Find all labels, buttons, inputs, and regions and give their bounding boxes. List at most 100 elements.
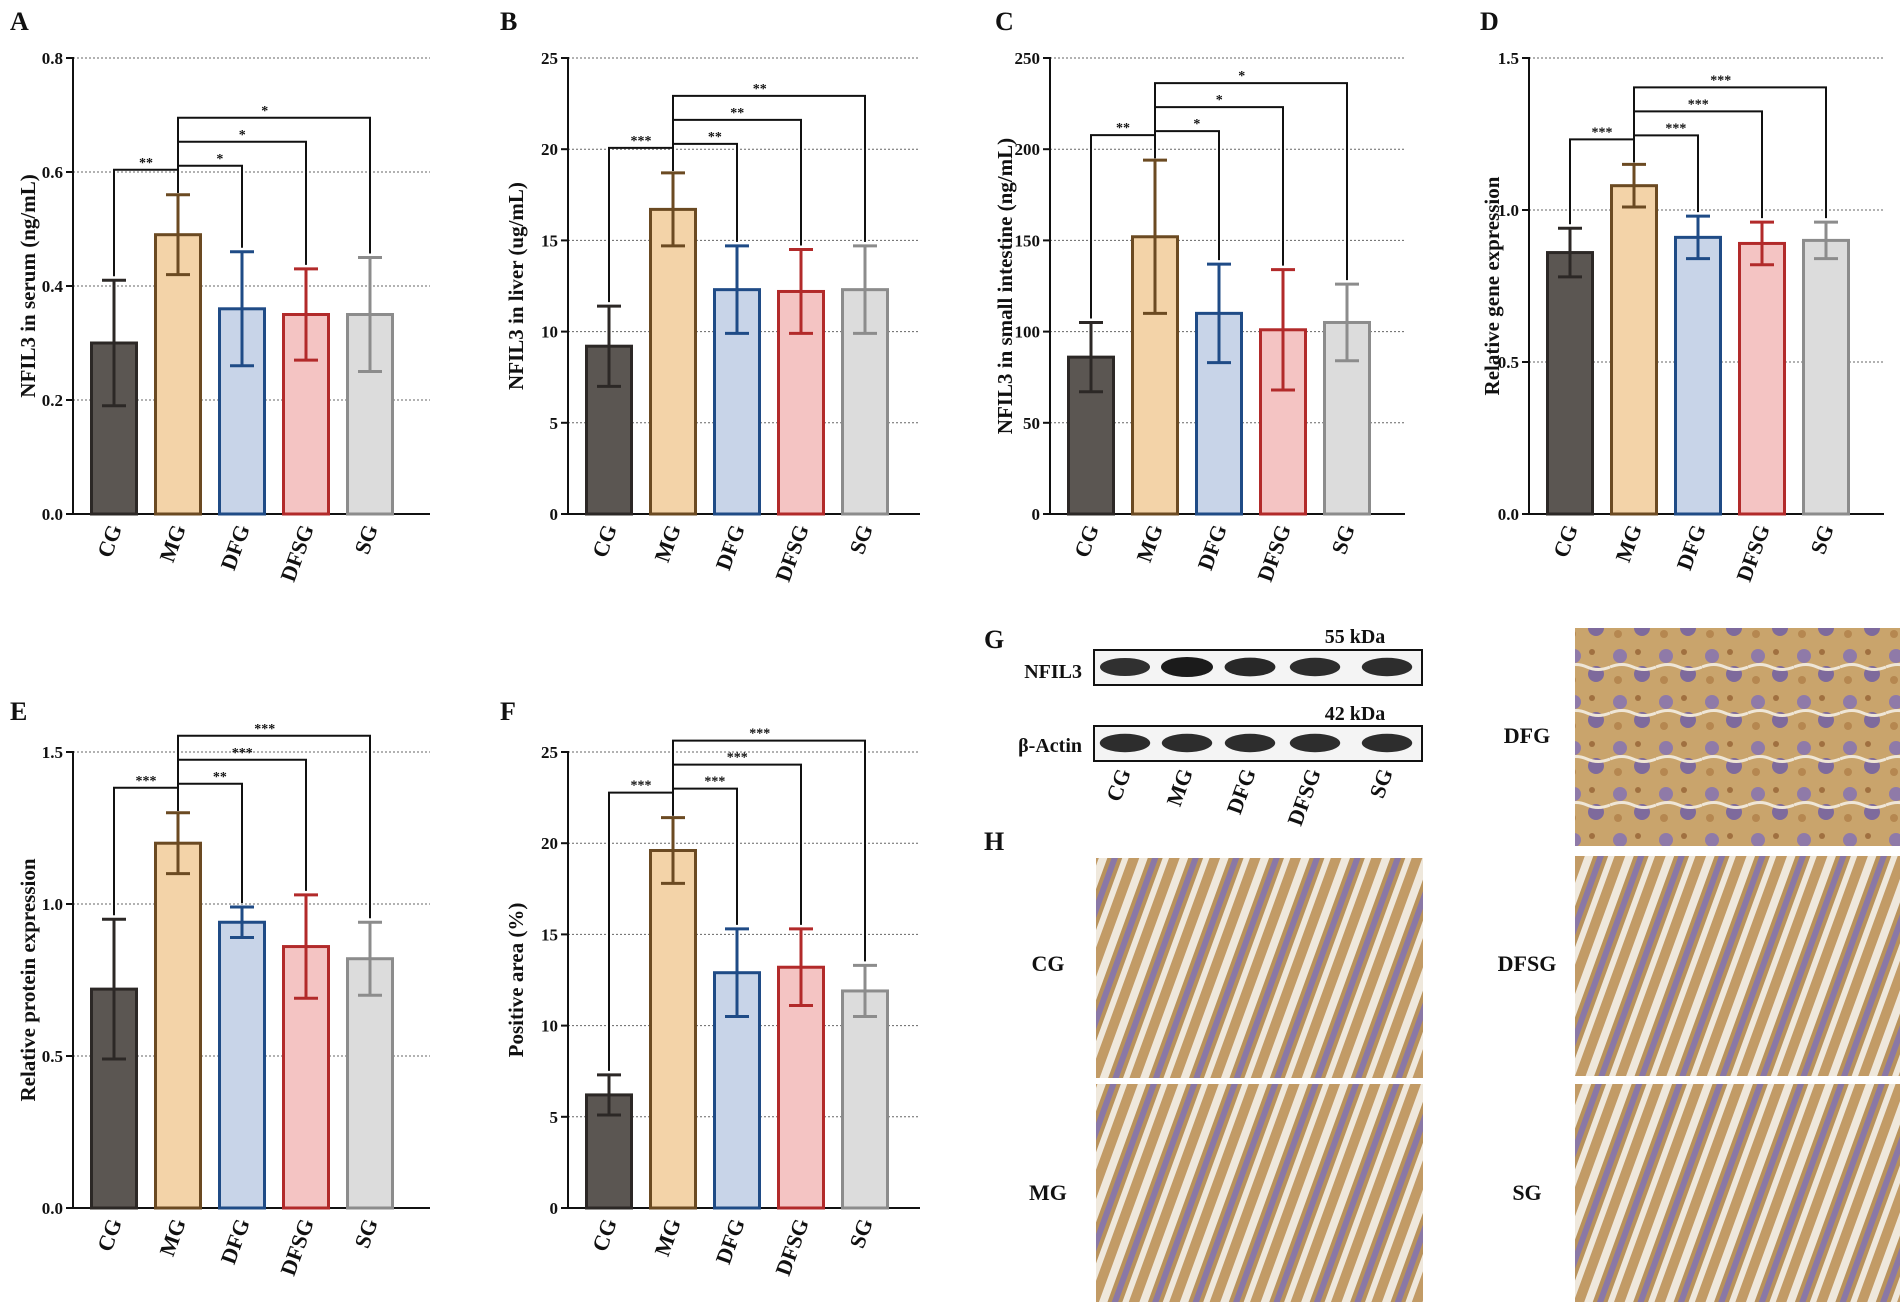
blot-band-dfsg [1289,733,1341,753]
ihc-label-cg: CG [1032,951,1065,976]
significance-label: ** [753,82,767,97]
y-tick-label: 0.0 [42,505,63,524]
significance-label: ** [213,770,227,785]
bar-dfg [218,307,266,516]
x-category-label: DFSG [275,521,319,585]
x-category-label: SG [1326,521,1360,557]
x-category-label: MG [1131,521,1167,565]
chart-f: F 0 5 10 15 20 25 Positive area (%) CG MG DFG DFSG S… [500,697,920,1279]
significance-bracket [1154,82,1348,281]
y-tick-label: 0.4 [42,277,64,296]
significance-label: * [1193,117,1200,132]
x-category-label: DFG [710,1215,749,1267]
y-tick-label: 1.0 [1498,201,1519,220]
chart-c: C 0 50 100 150 200 250 NFIL3 in small intestine… [993,7,1405,585]
y-tick-label: 0.0 [1498,505,1519,524]
significance-label: * [239,128,246,143]
panel-label-g: G [984,625,1004,654]
y-tick-label: 0.0 [42,1199,63,1218]
y-tick-label: 0.2 [42,391,63,410]
y-tick-label: 100 [1015,323,1041,342]
y-tick-label: 150 [1015,231,1041,250]
significance-label: *** [136,774,157,789]
bar-dfg [218,920,266,1210]
significance-label: * [261,104,268,119]
wb-lane-label: DFG [1221,765,1260,817]
y-tick-label: 1.0 [42,895,63,914]
ihc-image-dfg [1575,628,1900,846]
y-tick-label: 25 [541,49,558,68]
nfil3-kda-label: 55 kDa [1325,626,1386,648]
x-category-label: SG [349,521,383,557]
x-category-label: CG [1069,521,1104,561]
x-category-label: DFG [215,521,254,573]
significance-label: ** [730,106,744,121]
blot-band-dfg [1224,657,1276,677]
panel-label-b: B [500,7,517,36]
y-tick-label: 20 [541,834,558,853]
significance-label: *** [1665,121,1686,136]
significance-bracket [672,94,866,242]
x-category-label: MG [649,521,685,565]
significance-label: *** [1688,97,1709,112]
x-category-label: SG [844,1215,878,1251]
panel-label-c: C [995,7,1014,36]
bar-cg [1546,251,1594,516]
y-tick-label: 10 [541,323,558,342]
bar-mg [154,841,202,1210]
y-tick-label: 15 [541,925,558,944]
y-tick-label: 5 [550,414,559,433]
panel-label-d: D [1480,7,1499,36]
x-category-label: CG [587,521,622,561]
bar-mg [1610,184,1658,516]
panel-label-h: H [984,827,1004,856]
chart-d: D 0.0 0.5 1.0 1.5 Relative gene expression CG M… [1480,7,1884,585]
significance-label: *** [631,134,652,149]
ihc-image-cg [1096,858,1423,1078]
y-tick-label: 50 [1023,414,1040,433]
significance-label: ** [708,130,722,145]
x-category-label: CG [587,1215,622,1255]
significance-bracket [177,734,371,919]
actin-band-label: β-Actin [1018,735,1082,757]
wb-lane-label: MG [1161,765,1197,809]
y-tick-label: 200 [1015,140,1041,159]
significance-label: *** [1710,73,1731,88]
bar-sg [1802,238,1850,516]
significance-label: *** [749,727,770,742]
x-category-label: CG [1548,521,1583,561]
x-category-label: MG [1610,521,1646,565]
blot-band-mg [1161,733,1213,753]
x-category-label: DFSG [1731,521,1775,585]
y-tick-label: 250 [1015,49,1041,68]
significance-label: *** [631,779,652,794]
ihc-label-sg: SG [1512,1180,1541,1205]
bar-mg [154,233,202,516]
significance-label: *** [727,751,748,766]
y-axis-label: Relative gene expression [1480,176,1504,395]
y-tick-label: 10 [541,1017,558,1036]
bar-mg [649,207,697,516]
significance-bracket [672,739,866,962]
chart-e: E 0.0 0.5 1.0 1.5 Relative protein expression… [10,697,430,1279]
y-axis-label: Positive area (%) [504,903,528,1058]
y-tick-label: 15 [541,231,558,250]
significance-bracket [177,116,371,254]
chart-b: B 0 5 10 15 20 25 NFIL3 in liver (ug/mL) CG MG DFG… [500,7,920,585]
western-blot-panel: G 55 kDa NFIL3 42 kDa β-Actin CG MG DFG DFS… [984,625,1423,829]
x-category-label: MG [154,1215,190,1259]
ihc-image-dfsg [1575,856,1900,1076]
y-axis-label: NFIL3 in liver (ug/mL) [504,182,528,390]
bar-sg [841,989,889,1210]
x-category-label: DFG [215,1215,254,1267]
x-category-label: DFSG [275,1215,319,1279]
actin-kda-label: 42 kDa [1325,703,1386,725]
ihc-label-mg: MG [1029,1180,1067,1205]
x-category-label: SG [844,521,878,557]
significance-label: *** [704,775,725,790]
x-category-label: DFSG [770,521,814,585]
x-category-label: CG [92,1215,127,1255]
significance-label: ** [139,156,153,171]
y-tick-label: 0 [1032,505,1041,524]
